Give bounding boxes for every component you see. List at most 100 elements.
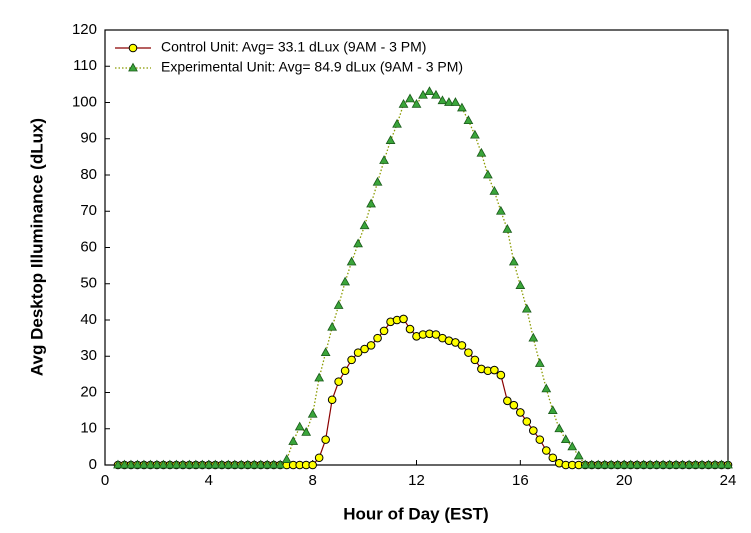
data-point bbox=[567, 441, 578, 451]
data-point bbox=[392, 118, 402, 128]
data-point bbox=[723, 459, 733, 469]
data-point bbox=[379, 326, 389, 336]
data-point bbox=[612, 459, 623, 469]
data-point bbox=[190, 459, 201, 469]
y-tick-label: 90 bbox=[80, 130, 97, 147]
data-point bbox=[463, 115, 474, 125]
x-tick-label: 24 bbox=[720, 472, 737, 489]
data-point bbox=[405, 324, 415, 334]
data-point bbox=[275, 459, 286, 469]
data-point bbox=[470, 129, 480, 139]
y-tick-label: 20 bbox=[80, 383, 97, 400]
data-point bbox=[216, 459, 227, 469]
plot-frame bbox=[104, 29, 729, 466]
data-point bbox=[308, 460, 317, 470]
data-point bbox=[573, 450, 584, 460]
data-point bbox=[236, 459, 247, 469]
data-point bbox=[503, 396, 512, 406]
data-point bbox=[405, 93, 415, 103]
data-point bbox=[229, 459, 240, 469]
data-point bbox=[334, 377, 343, 386]
data-point bbox=[314, 453, 324, 463]
data-point bbox=[528, 332, 539, 342]
y-axis-title: Avg Desktop Illuminance (dLux) bbox=[27, 118, 46, 376]
data-point bbox=[671, 459, 681, 469]
data-point bbox=[340, 276, 350, 286]
data-point bbox=[132, 459, 143, 469]
data-point bbox=[651, 459, 662, 469]
data-point bbox=[554, 423, 565, 433]
data-point bbox=[340, 366, 350, 376]
x-tick-label: 8 bbox=[308, 472, 316, 489]
data-point bbox=[139, 459, 149, 469]
y-tick-label: 80 bbox=[80, 166, 97, 183]
data-point bbox=[262, 459, 273, 469]
y-tick-label: 0 bbox=[89, 456, 97, 473]
y-tick-label: 40 bbox=[80, 311, 97, 328]
series-line bbox=[117, 318, 728, 466]
data-point bbox=[495, 205, 506, 215]
data-point bbox=[411, 98, 422, 108]
data-point bbox=[716, 459, 727, 469]
y-tick-label: 30 bbox=[80, 347, 97, 364]
y-tick-label: 50 bbox=[80, 275, 97, 292]
data-point bbox=[177, 459, 188, 469]
data-point bbox=[171, 459, 182, 469]
data-point bbox=[593, 459, 604, 469]
data-point bbox=[606, 459, 617, 469]
legend-label: Experimental Unit: Avg= 84.9 dLux (9AM -… bbox=[161, 59, 463, 75]
data-point bbox=[379, 155, 389, 164]
data-point bbox=[314, 372, 325, 382]
y-tick-label: 120 bbox=[72, 21, 97, 38]
data-point bbox=[457, 341, 467, 350]
data-point bbox=[599, 459, 610, 469]
data-point bbox=[321, 435, 330, 444]
data-point bbox=[638, 459, 649, 469]
data-point bbox=[288, 436, 299, 445]
data-point bbox=[508, 256, 519, 266]
data-point bbox=[223, 459, 234, 469]
data-point bbox=[502, 224, 513, 233]
data-point bbox=[366, 341, 376, 350]
data-point bbox=[385, 135, 396, 144]
data-point bbox=[431, 89, 441, 99]
data-point bbox=[294, 421, 305, 431]
data-point bbox=[535, 435, 545, 444]
data-point bbox=[496, 370, 506, 380]
data-point bbox=[359, 220, 370, 230]
data-point bbox=[158, 459, 169, 469]
data-point bbox=[327, 321, 338, 331]
y-tick-label: 110 bbox=[73, 57, 97, 74]
data-point bbox=[625, 459, 636, 469]
data-point bbox=[677, 459, 688, 469]
data-point bbox=[373, 333, 382, 343]
data-point bbox=[320, 347, 331, 357]
data-point bbox=[444, 97, 454, 106]
data-point bbox=[366, 198, 376, 208]
data-point bbox=[534, 358, 545, 367]
data-point bbox=[516, 408, 525, 417]
data-point bbox=[431, 330, 441, 339]
data-point bbox=[372, 176, 383, 186]
data-point bbox=[249, 459, 260, 469]
data-point bbox=[353, 348, 363, 357]
y-tick-label: 60 bbox=[80, 238, 97, 255]
legend-marker bbox=[128, 43, 138, 53]
data-point bbox=[255, 459, 266, 469]
data-point bbox=[281, 454, 292, 463]
y-tick-label: 70 bbox=[80, 202, 97, 219]
x-tick-label: 12 bbox=[408, 472, 425, 489]
data-point bbox=[346, 256, 357, 266]
data-point bbox=[119, 459, 130, 469]
data-point bbox=[126, 459, 136, 469]
data-point bbox=[197, 459, 208, 469]
x-tick-label: 4 bbox=[205, 472, 213, 489]
y-tick-label: 100 bbox=[72, 93, 97, 110]
data-point bbox=[560, 434, 571, 444]
data-point bbox=[509, 400, 519, 410]
data-point bbox=[145, 459, 156, 469]
data-point bbox=[619, 459, 630, 469]
data-point bbox=[658, 459, 668, 469]
data-point bbox=[437, 95, 448, 105]
